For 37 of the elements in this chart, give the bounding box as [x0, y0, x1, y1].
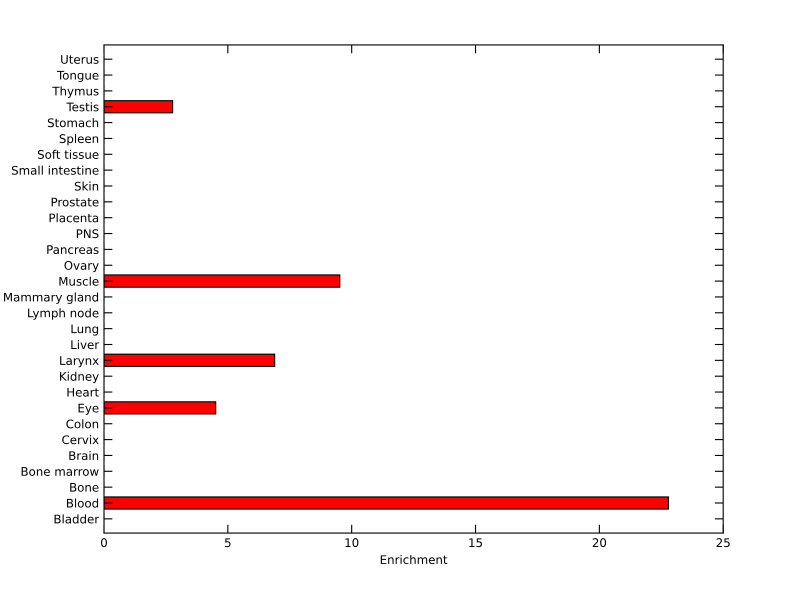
- y-tick-label: Spleen: [60, 134, 98, 146]
- y-tick-label: Cervix: [62, 435, 99, 444]
- y-tick-label: Skin: [74, 182, 98, 191]
- x-tick-label: 25: [716, 538, 730, 548]
- y-tick-label: Liver: [71, 340, 100, 350]
- y-tick-label: Tongue: [56, 70, 99, 82]
- x-axis-title: Enrichment: [380, 554, 448, 564]
- y-tick-label: Thymus: [52, 86, 99, 98]
- y-tick-label: Larynx: [60, 356, 99, 368]
- y-tick-label: Bladder: [54, 514, 100, 524]
- y-tick-label: Brain: [69, 450, 98, 460]
- y-tick-label: Small intestine: [12, 166, 99, 175]
- y-tick-label: Lymph node: [28, 308, 99, 320]
- y-tick-label: Heart: [67, 388, 99, 397]
- x-tick-label: 20: [592, 538, 606, 548]
- y-tick-label: Mammary gland: [4, 292, 98, 304]
- y-tick-label: PNS: [76, 229, 98, 238]
- y-tick-label: Blood: [66, 498, 98, 508]
- y-tick-label: Kidney: [60, 372, 99, 384]
- y-tick-label: Ovary: [64, 260, 99, 272]
- y-tick-label: Placenta: [50, 213, 98, 222]
- x-tick-label: 0: [101, 538, 107, 548]
- y-tick-label: Lung: [71, 324, 98, 336]
- y-tick-label: Prostate: [52, 198, 99, 206]
- y-tick-label: Testis: [66, 102, 99, 112]
- y-tick-label: Pancreas: [47, 245, 99, 254]
- x-tick-label: 10: [345, 538, 358, 548]
- x-tick-label: 5: [224, 538, 231, 548]
- y-tick-label: Eye: [78, 404, 99, 415]
- y-tick-label: Soft tissue: [38, 150, 99, 159]
- y-tick-label: Colon: [66, 419, 98, 428]
- y-tick-label: Muscle: [59, 276, 99, 286]
- y-tick-label: Stomach: [48, 118, 98, 128]
- x-tick-label: 15: [469, 538, 482, 548]
- y-tick-label: Bone marrow: [22, 467, 99, 476]
- y-tick-label: Uterus: [61, 55, 99, 64]
- y-tick-label: Bone: [70, 483, 99, 492]
